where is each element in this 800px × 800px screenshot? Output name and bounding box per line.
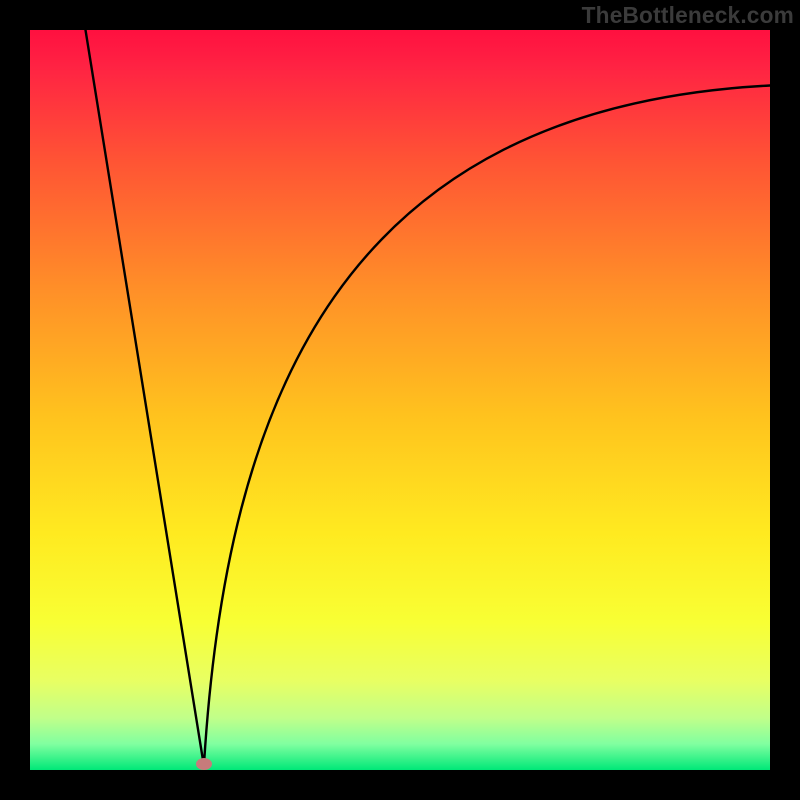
plot-area (30, 30, 770, 770)
bottleneck-curve (30, 30, 770, 770)
watermark-text: TheBottleneck.com (582, 2, 794, 29)
vertex-marker (196, 758, 212, 770)
chart-frame: TheBottleneck.com (0, 0, 800, 800)
